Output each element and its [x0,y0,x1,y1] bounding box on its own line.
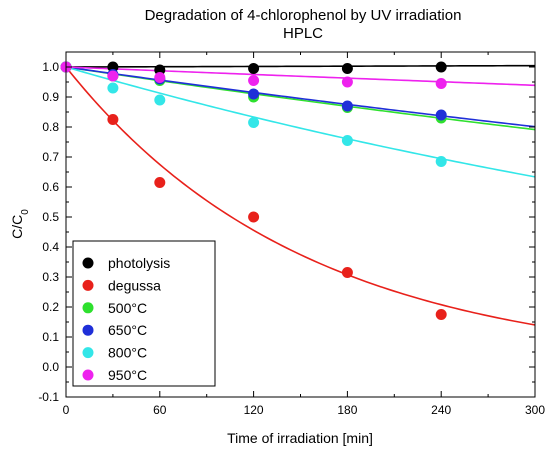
legend-marker-950c [82,369,94,381]
point-950c [154,72,166,83]
legend-label-650c: 650°C [108,322,147,338]
point-degussa [435,309,447,320]
legend-marker-650c [82,324,94,336]
point-950c [248,75,260,86]
point-degussa [341,267,353,278]
y-tick-label: 0.5 [42,210,59,224]
point-degussa [248,211,260,223]
legend-marker-800c [82,347,94,359]
fit-curve-800c [65,66,536,178]
legend-label-photolysis: photolysis [108,255,170,271]
point-950c [435,78,447,89]
chart-subtitle: HPLC [283,25,323,42]
point-degussa [107,114,119,125]
y-axis-label-main: C/C [9,215,25,239]
y-axis-label: C/C0 [9,209,31,239]
point-950c [107,70,119,82]
point-800c [341,135,353,146]
x-tick-label: 120 [244,403,264,417]
legend-marker-photolysis [82,257,94,269]
legend-label-800c: 800°C [108,345,147,361]
y-tick-label: 0.9 [42,90,59,104]
point-650c [248,88,260,100]
x-tick-label: 0 [63,403,70,417]
point-800c [107,82,119,94]
y-tick-label: 0.1 [42,330,59,344]
x-tick-labels: 0 60 120 180 240 300 [63,403,546,417]
legend-label-500c: 500°C [108,300,147,316]
legend: photolysis degussa 500°C 650°C 800°C 950°C [72,240,216,387]
y-tick-label: 0.4 [42,240,59,254]
y-axis-label-subscript: 0 [20,209,31,215]
y-tick-label: 0.6 [42,180,59,194]
point-photolysis [435,61,447,73]
point-800c [154,94,166,106]
point-degussa [154,177,166,188]
y-tick-label: 0.2 [42,300,59,314]
y-tick-label: 0.3 [42,270,59,284]
fit-curves [65,64,536,326]
point-photolysis [248,63,260,74]
chart-title: Degradation of 4-chlorophenol by UV irra… [145,7,462,24]
fit-curve-photolysis [65,64,536,68]
legend-marker-degussa [82,279,94,291]
x-tick-label: 300 [525,403,545,417]
y-tick-label: -0.1 [38,390,59,404]
y-tick-label: 1.0 [42,60,59,74]
legend-box [72,240,216,387]
y-tick-labels: -0.1 0.0 0.1 0.2 0.3 0.4 0.5 0.6 0.7 0.8 0.9 1.0 [38,60,59,404]
data-points [60,61,447,320]
point-650c [435,109,447,121]
fit-curve-650c [65,66,536,128]
x-tick-label: 60 [153,403,167,417]
x-tick-label: 240 [431,403,451,417]
x-axis-label: Time of irradiation [min] [227,430,373,446]
point-800c [248,117,260,128]
fit-curve-degussa [65,66,536,326]
y-tick-label: 0.7 [42,150,59,164]
legend-marker-500c [82,302,94,314]
y-tick-label: 0.0 [42,360,59,374]
point-800c [435,156,447,167]
point-650c [341,100,353,112]
point-photolysis [341,63,353,74]
axis-ticks [65,52,536,398]
legend-label-degussa: degussa [108,277,161,293]
x-tick-label: 180 [337,403,357,417]
point-950c [341,76,353,88]
legend-label-950c: 950°C [108,367,147,383]
y-tick-label: 0.8 [42,120,59,134]
fit-curve-950c [65,66,536,87]
